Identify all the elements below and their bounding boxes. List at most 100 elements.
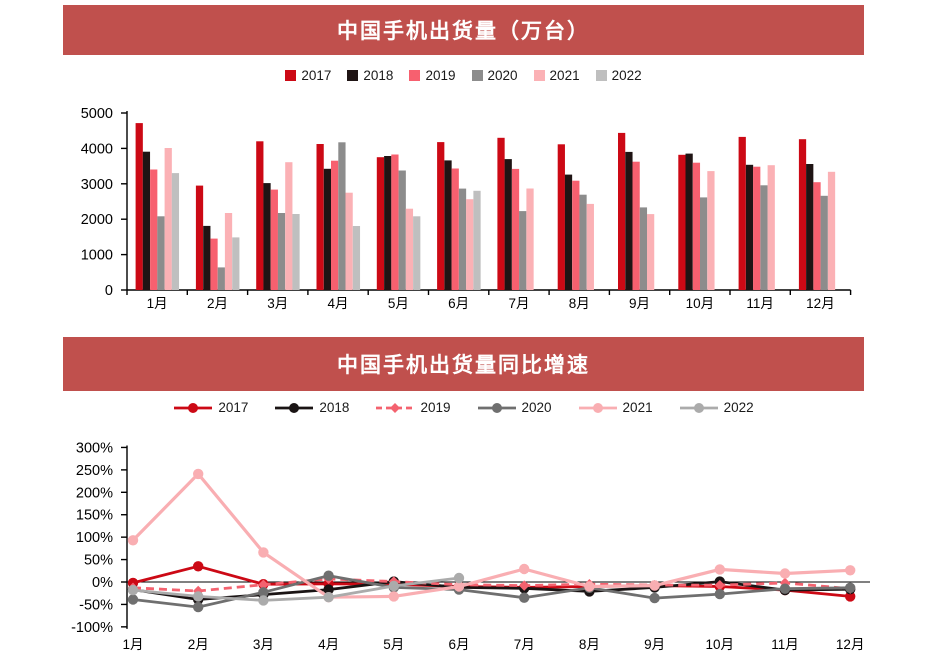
bar-x-tick-label: 7月	[508, 296, 529, 311]
line-series-2020	[127, 570, 856, 613]
marker-2020-12月	[845, 582, 856, 593]
line-x-tick-label: 9月	[644, 637, 665, 652]
bar-legend-label-2019: 2019	[425, 68, 456, 83]
bar-series-2021	[164, 148, 836, 290]
marker-2021-12月	[845, 565, 856, 576]
line-y-tick-label: -50%	[79, 597, 113, 613]
line-x-tick-label: 4月	[318, 637, 339, 652]
marker-2021-7月	[519, 563, 530, 575]
bar-y-tick-label: 2000	[81, 212, 113, 228]
bar-legend-label-2017: 2017	[301, 68, 332, 83]
bar-2021-4月	[345, 192, 353, 290]
bar-legend-item-2018: 2018	[347, 68, 393, 83]
bar-2017-8月	[557, 144, 565, 290]
bar-2020-11月	[760, 185, 768, 290]
bar-legend-swatch-2022	[595, 70, 607, 81]
bar-x-tick-label: 5月	[388, 296, 409, 311]
bar-2017-10月	[678, 154, 686, 290]
bar-2018-2月	[203, 225, 211, 290]
bar-2017-2月	[195, 185, 204, 290]
bar-x-tick-label: 4月	[328, 296, 349, 311]
bar-2017-6月	[437, 142, 445, 290]
line-series-2022	[127, 572, 465, 606]
bar-2020-4月	[338, 142, 346, 290]
marker-2020-1月	[127, 594, 139, 605]
bar-y-tick-label: 1000	[81, 248, 113, 264]
bar-2019-12月	[813, 182, 821, 290]
bar-2018-7月	[504, 159, 512, 290]
marker-2020-3月	[258, 587, 269, 598]
line-x-tick-label: 10月	[706, 637, 735, 652]
bar-legend-item-2022: 2022	[595, 68, 642, 83]
line-legend-swatch-2022	[679, 402, 718, 413]
line-x-tick-label: 11月	[771, 637, 799, 652]
marker-2022-5月	[388, 580, 399, 592]
bar-2018-1月	[142, 151, 151, 290]
bar-2017-12月	[798, 139, 807, 290]
line-legend-label-2018: 2018	[319, 400, 350, 415]
bar-2018-4月	[323, 168, 332, 290]
line-x-tick-label: 6月	[448, 637, 469, 652]
bar-2022-2月	[232, 237, 240, 290]
marker-2017-12月	[845, 591, 856, 602]
bar-2019-6月	[451, 168, 459, 290]
bar-2019-9月	[632, 161, 640, 290]
line-legend-swatch-2020	[477, 402, 516, 413]
bar-2022-5月	[413, 216, 421, 290]
line-legend-label-2017: 2017	[218, 400, 249, 415]
marker-2022-4月	[323, 592, 334, 603]
bar-x-tick-label: 10月	[686, 296, 715, 311]
bar-2020-2月	[217, 267, 225, 290]
line-legend-label-2020: 2020	[521, 400, 552, 415]
bar-2019-1月	[150, 169, 158, 290]
bar-2017-3月	[256, 141, 264, 290]
bar-legend-item-2021: 2021	[533, 68, 580, 83]
marker-2018-4月	[323, 584, 334, 595]
marker-2020-11月	[779, 583, 791, 594]
bar-2019-2月	[210, 238, 218, 290]
bar-legend-item-2020: 2020	[471, 68, 518, 83]
line-y-tick-label: 300%	[76, 440, 113, 456]
marker-2019-7月	[519, 580, 530, 591]
bar-2018-5月	[384, 156, 392, 290]
line-legend-swatch-2017	[174, 402, 213, 413]
line-legend-item-2017: 2017	[173, 400, 248, 415]
bar-2020-12月	[820, 195, 828, 290]
bar-2019-4月	[331, 160, 339, 290]
line-y-tick-label: 200%	[76, 485, 113, 501]
line-legend-swatch-2019	[376, 402, 415, 413]
line-x-tick-label: 1月	[122, 637, 143, 652]
marker-2021-1月	[127, 535, 139, 546]
bar-2021-6月	[466, 199, 474, 290]
bar-2020-6月	[458, 188, 467, 290]
bar-2019-11月	[753, 166, 761, 290]
line-y-tick-label: 100%	[76, 530, 113, 546]
bar-series-2020	[157, 142, 828, 290]
line-path-2019	[132, 577, 851, 593]
line-x-tick-label: 8月	[579, 637, 600, 652]
line-legend-item-2018: 2018	[274, 400, 349, 415]
bar-y-tick-label: 3000	[81, 177, 113, 193]
bar-2020-9月	[639, 207, 648, 290]
bar-2021-5月	[405, 208, 414, 290]
marker-2020-9月	[649, 592, 660, 604]
bar-2017-7月	[497, 137, 505, 290]
bar-2021-11月	[767, 165, 775, 290]
bar-2017-11月	[738, 136, 746, 290]
bar-2017-5月	[376, 157, 385, 290]
line-legend-swatch-2018	[275, 402, 314, 413]
bar-series-2017	[135, 123, 807, 290]
line-y-tick-label: -100%	[71, 620, 113, 636]
line-x-tick-label: 3月	[253, 637, 274, 652]
line-legend-label-2022: 2022	[723, 400, 754, 415]
bar-2018-3月	[263, 183, 271, 290]
bar-2019-5月	[391, 154, 399, 290]
bar-legend-item-2019: 2019	[409, 68, 456, 83]
bar-2021-2月	[224, 213, 233, 290]
bar-x-tick-label: 1月	[147, 296, 168, 311]
bar-x-tick-label: 3月	[267, 296, 288, 311]
bar-legend-swatch-2018	[347, 70, 359, 81]
bar-2020-8月	[579, 194, 587, 290]
